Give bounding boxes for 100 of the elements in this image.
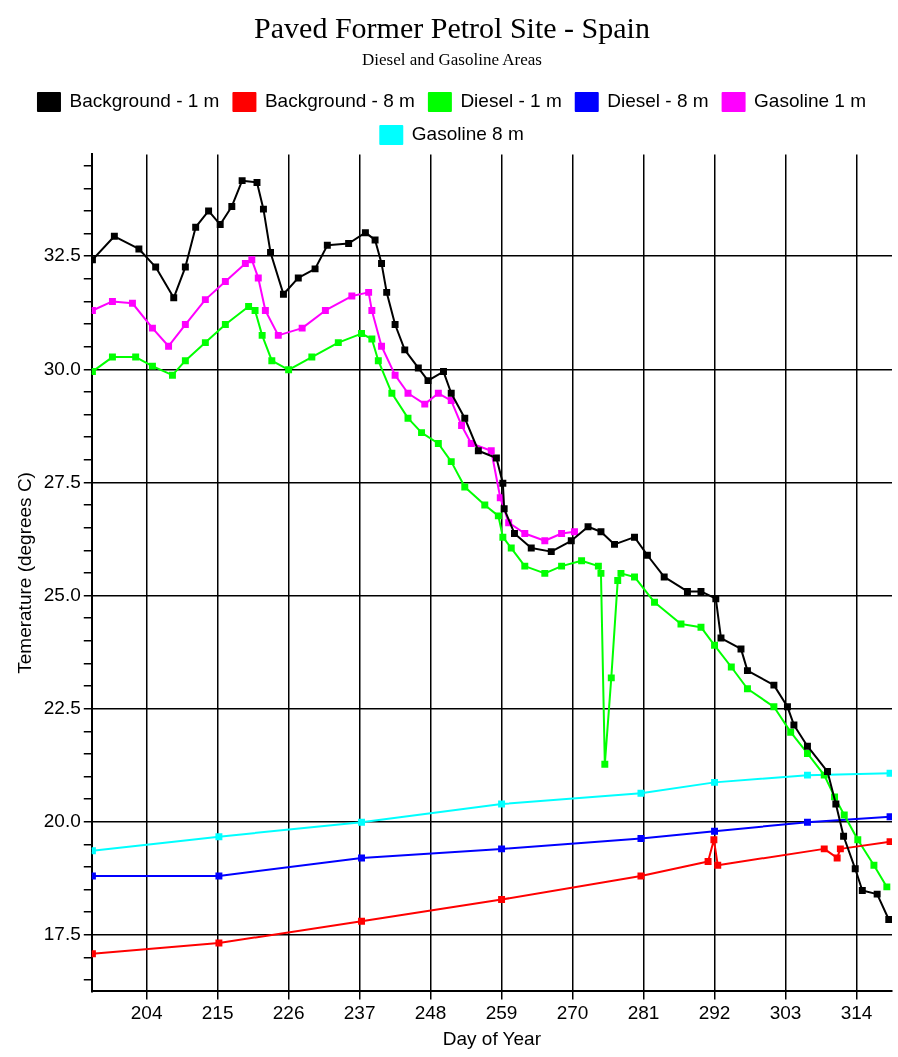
point [108,353,116,361]
point [261,307,269,314]
point [378,342,386,350]
point [637,789,645,797]
point [521,562,529,570]
point [594,562,602,570]
point [637,835,645,842]
legend-label: Diesel - 8 m [607,90,709,112]
x-tick-label: 292 [698,1002,731,1024]
chart-title: Paved Former Petrol Site - Spain [254,10,650,44]
point [148,362,156,370]
point [165,342,173,350]
x-tick-label: 204 [130,1002,163,1024]
point [168,371,176,379]
point [711,778,719,786]
point [248,256,256,264]
point [541,569,549,577]
legend-label: Gasoline 1 m [754,90,867,112]
point [132,353,140,361]
point [458,421,466,429]
point [481,501,489,509]
point [651,598,658,606]
point [711,827,719,835]
point [498,845,506,853]
point [631,573,638,581]
point [391,371,399,379]
point [704,858,712,866]
point [434,389,442,397]
point [245,302,253,310]
y-tick-label: 20.0 [43,809,81,831]
point [374,357,382,365]
point [607,674,615,682]
point [434,440,442,447]
point [221,278,229,286]
point [308,353,316,361]
point [803,818,811,826]
y-tick-label: 30.0 [43,357,81,379]
point [348,292,356,300]
point [614,577,622,585]
point [883,883,891,891]
point [840,811,848,819]
point [803,771,811,779]
point [388,389,396,397]
point [820,845,828,853]
point [711,641,719,649]
point [714,861,722,869]
y-axis-title: Temerature (degrees C) [13,472,35,674]
legend-label: Background - 8 m [264,90,415,112]
point [571,528,578,536]
point [365,288,373,296]
point [258,331,266,339]
point [368,335,376,343]
point [241,259,249,267]
point [447,458,455,466]
point [201,296,209,304]
y-tick-label: 22.5 [43,696,81,718]
point [467,440,475,447]
point [358,818,366,826]
legend-label: Diesel - 1 m [460,90,562,112]
point [404,414,412,422]
point [787,728,795,736]
point [108,297,116,305]
point [358,854,366,862]
x-tick-label: 281 [627,1002,660,1024]
y-tick-label: 17.5 [43,923,81,945]
x-tick-label: 314 [840,1002,873,1024]
point [677,620,685,628]
point [499,533,507,541]
point [498,896,506,904]
point [221,321,229,328]
y-tick-label: 27.5 [43,470,81,492]
point [358,330,366,338]
point [521,530,529,538]
point [215,833,223,841]
point [148,324,156,332]
point [637,872,645,880]
point [836,845,844,853]
point [601,760,609,768]
chart-subtitle: Diesel and Gasoline Areas [362,49,542,69]
point [578,557,586,565]
point [487,447,495,455]
legend-label: Gasoline 8 m [411,123,524,145]
legend-label: Background - 1 m [69,90,220,112]
point [886,813,892,821]
point [697,623,705,631]
point [541,537,549,545]
point [404,389,412,397]
x-tick-label: 270 [556,1002,589,1024]
point [558,562,566,570]
point [854,836,862,844]
point [201,339,209,347]
point [418,429,426,437]
point [498,800,506,808]
point [597,569,605,577]
point [421,400,429,408]
point [886,838,892,846]
y-tick-label: 25.0 [43,583,81,605]
point [181,321,189,328]
point [251,307,259,314]
point [710,836,718,844]
